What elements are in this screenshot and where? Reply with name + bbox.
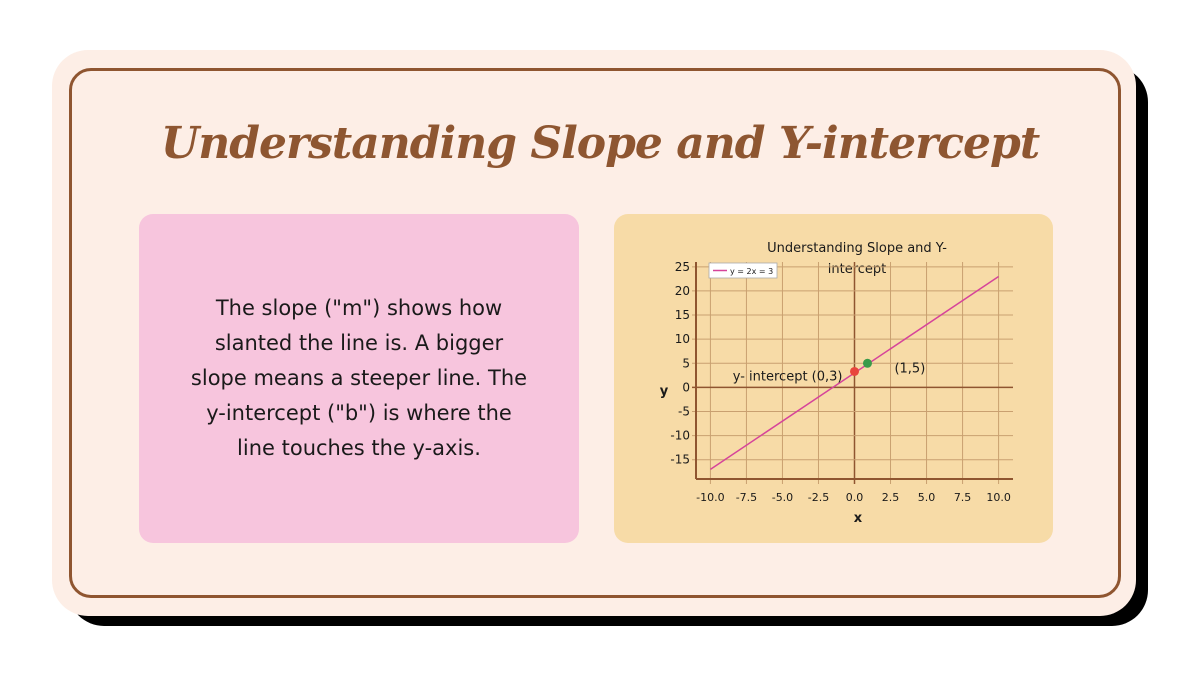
x-tick-label: -7.5 [736,491,757,504]
y-tick-label: 15 [675,308,690,322]
y-tick-label: -10 [670,429,690,443]
y-tick-label: -5 [678,404,690,418]
x-tick-label: -5.0 [772,491,793,504]
x-tick-label: -2.5 [808,491,829,504]
y-axis-label: y [660,384,669,399]
legend-box [708,262,778,279]
y-tick-label: 20 [675,284,690,298]
slide-frame [69,68,1121,598]
y-tick-label: 0 [682,380,690,394]
x-tick-label: 5.0 [918,491,936,504]
x-tick-label: 0.0 [846,491,864,504]
y-tick-label: 5 [682,356,690,370]
x-tick-label: -10.0 [696,491,724,504]
data-point [862,358,872,368]
page-title: Understanding Slope and Y-intercept [160,118,1040,169]
data-point [850,366,859,376]
x-tick-label: 7.5 [954,491,972,504]
chart-title-line2: intercept [828,262,887,277]
explanation-panel: The slope ("m") shows how slanted the li… [139,214,579,543]
y-tick-label: -15 [670,453,690,467]
chart-title-line1: Understanding Slope and Y- [767,241,947,256]
point-label: y- intercept (0,3) [733,369,843,384]
y-tick-label: 10 [675,332,690,346]
x-tick-label: 10.0 [986,491,1011,504]
y-tick-label: 25 [675,260,690,274]
chart-panel [614,214,1053,543]
point-label: (1,5) [894,361,925,376]
x-axis-label: x [854,511,863,526]
legend-label: y = 2x = 3 [730,267,773,276]
x-tick-label: 2.5 [882,491,900,504]
explanation-text: The slope ("m") shows how slanted the li… [190,296,528,460]
